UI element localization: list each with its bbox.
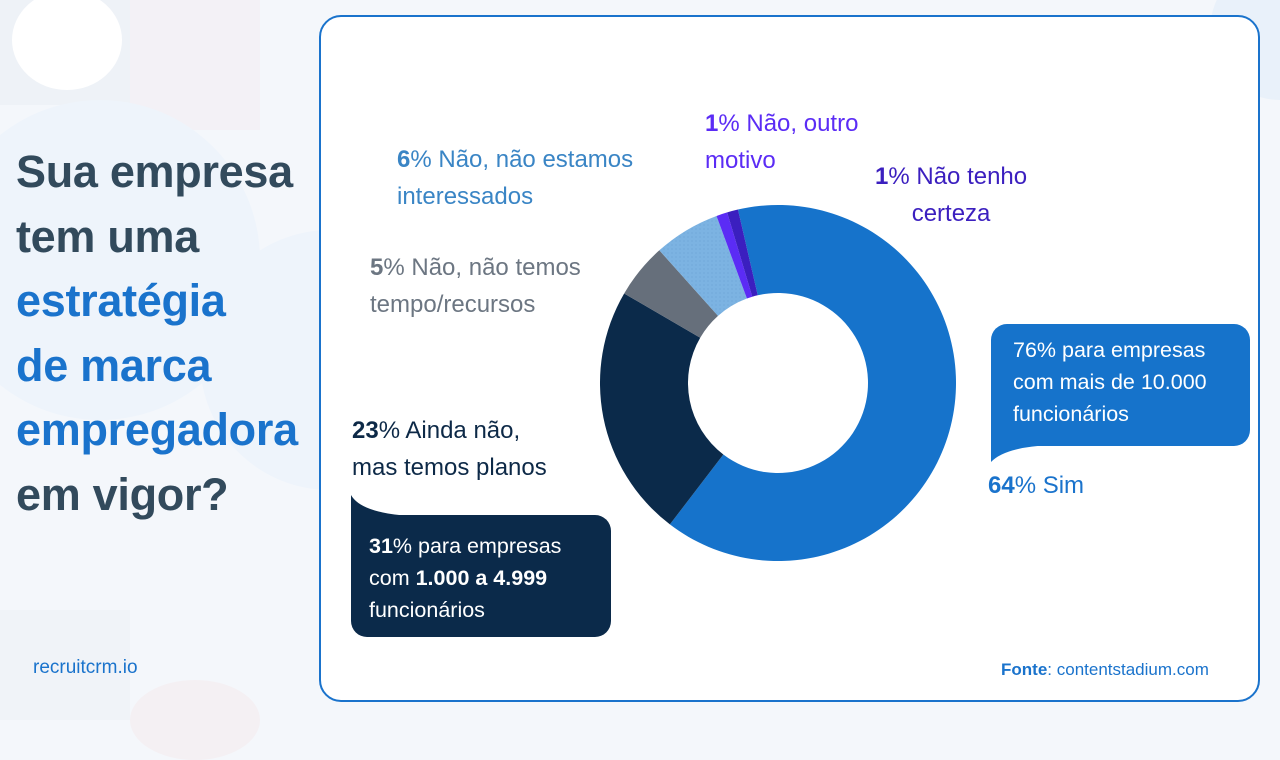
title-line-accent: empregadora bbox=[16, 404, 298, 455]
left-panel: Sua empresa tem uma estratégia de marca … bbox=[0, 0, 318, 720]
slice-ainda-nao bbox=[600, 293, 724, 525]
bubble-tail bbox=[351, 495, 411, 516]
title-line: Sua empresa bbox=[16, 146, 293, 197]
title-line-accent: de marca bbox=[16, 339, 212, 391]
callout-large-companies: 76% para empresas com mais de 10.000 fun… bbox=[991, 324, 1250, 446]
bubble-tail bbox=[991, 445, 1051, 462]
brand-link[interactable]: recruitcrm.io bbox=[33, 657, 138, 678]
title-line: em vigor? bbox=[16, 468, 229, 520]
label-sem-tempo: 5% Não, não temos tempo/recursos bbox=[370, 254, 581, 318]
title-line-accent: estratégia bbox=[16, 275, 226, 326]
label-ainda-nao: 23% Ainda não, mas temos planos bbox=[352, 417, 547, 481]
callout-mid-companies: 31% para empresas com 1.000 a 4.999 func… bbox=[351, 515, 611, 637]
label-sim: 64% Sim bbox=[988, 472, 1085, 499]
label-nao-tenho-certeza: 1% Não tenho certeza bbox=[875, 163, 1028, 227]
source-credit: Fonte: contentstadium.com bbox=[1001, 660, 1209, 679]
donut-chart bbox=[600, 205, 956, 561]
page-title: Sua empresa tem uma estratégia de marca … bbox=[16, 140, 316, 527]
background-tile bbox=[0, 610, 130, 720]
slice-nao-interessados bbox=[659, 215, 747, 316]
background-circle bbox=[12, 0, 122, 90]
label-outro-motivo: 1% Não, outro motivo bbox=[705, 110, 859, 174]
slice-sem-tempo bbox=[624, 250, 719, 338]
slice-outro-motivo bbox=[716, 212, 753, 299]
slice-sim bbox=[669, 205, 956, 561]
slice-nao-tenho-certeza bbox=[727, 209, 758, 297]
title-line: tem uma bbox=[16, 210, 199, 262]
label-nao-interessados: 6% Não, não estamos interessados bbox=[397, 146, 634, 210]
